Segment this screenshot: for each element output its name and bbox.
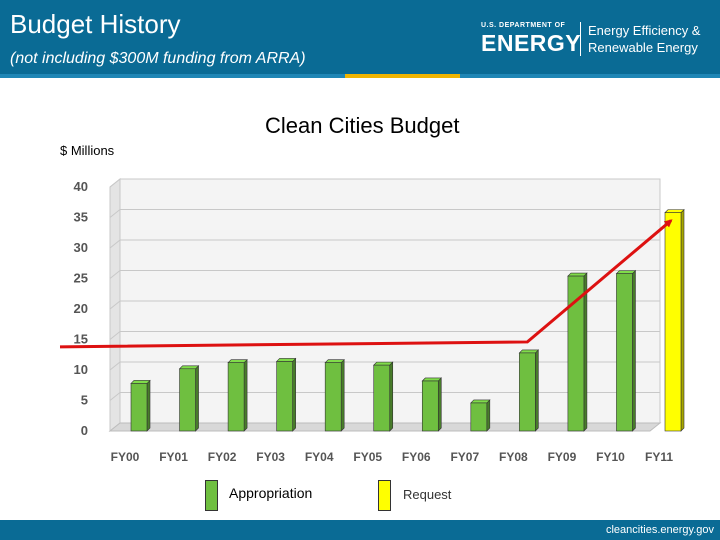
logo-office-line2: Renewable Energy <box>588 40 698 55</box>
chart-title: Clean Cities Budget <box>265 113 460 138</box>
bar-top <box>518 349 540 354</box>
legend-swatch-request <box>378 480 391 511</box>
bar-fy05 <box>373 364 391 432</box>
bar-fy02 <box>227 362 245 432</box>
bar-side <box>535 349 539 432</box>
budget-chart: 0 5 10 15 20 25 30 35 40 FY00 FY01 FY02 FY03 FY04 FY05… <box>59 177 685 464</box>
bar-side <box>340 358 345 432</box>
x-tick-label: FY07 <box>450 450 479 464</box>
bar-side <box>583 272 588 432</box>
x-tick-label: FY05 <box>353 450 382 464</box>
slide-title: Budget History <box>10 9 181 39</box>
grid-line-side <box>109 331 121 340</box>
grid-line-side <box>109 361 121 371</box>
bar-top <box>227 359 248 363</box>
grid-line-side <box>109 239 121 249</box>
bar-fy04 <box>324 362 342 432</box>
y-axis-label: $ Millions <box>60 143 115 158</box>
bar-top <box>470 399 491 404</box>
bar-top <box>421 377 442 382</box>
bar-side <box>195 365 199 432</box>
grid-line-side <box>109 300 121 310</box>
bar-side <box>292 357 296 432</box>
y-tick-label: 25 <box>74 271 88 286</box>
footer-bar: cleancities.energy.gov <box>0 520 720 540</box>
bar-top <box>373 361 394 366</box>
x-tick-label: FY06 <box>402 450 431 464</box>
x-tick-label: FY11 <box>645 450 673 464</box>
x-tick-label: FY08 <box>499 450 528 464</box>
header-bar: Budget History (not including $300M fund… <box>0 0 720 74</box>
y-tick-label: 40 <box>74 179 88 194</box>
bar-top <box>615 270 637 274</box>
x-tick-label: FY02 <box>208 450 237 464</box>
slide-subtitle: (not including $300M funding from ARRA) <box>10 50 306 67</box>
bar-side <box>146 379 151 432</box>
y-tick-label: 0 <box>81 423 88 438</box>
bar-side <box>243 358 248 432</box>
x-tick-label: FY03 <box>256 450 285 464</box>
bar-fy07 <box>470 402 488 432</box>
bar-fy06 <box>421 380 439 432</box>
logo-divider <box>580 22 581 56</box>
grid-line-side <box>109 178 121 188</box>
bar-top <box>275 358 297 362</box>
grid-line-side <box>109 392 121 401</box>
legend-label-appropriation: Appropriation <box>229 485 313 501</box>
bar-side <box>437 377 442 432</box>
header-stripe <box>0 74 720 78</box>
logo-agency: ENERGY <box>481 30 582 56</box>
logo-office-line1: Energy Efficiency & <box>588 23 701 38</box>
bar-side <box>632 269 636 432</box>
x-tick-label: FY04 <box>305 450 334 464</box>
bar-side <box>389 361 394 432</box>
y-tick-label: 30 <box>74 240 88 255</box>
y-tick-label: 5 <box>81 393 88 408</box>
y-tick-label: 10 <box>74 362 88 377</box>
bar-top <box>178 365 200 370</box>
logo-department: U.S. DEPARTMENT OF <box>481 22 566 29</box>
bar-fy09 <box>567 275 585 432</box>
bar-fy11 <box>664 212 682 432</box>
x-tick-label: FY01 <box>159 450 188 464</box>
y-tick-label: 35 <box>74 210 88 225</box>
bar-fy08 <box>519 352 536 432</box>
bar-top <box>130 380 151 384</box>
x-tick-label: FY00 <box>111 450 140 464</box>
legend-label-request: Request <box>403 487 452 502</box>
grid-line-side <box>109 270 121 279</box>
legend-swatch-appropriation <box>205 480 218 511</box>
bar-fy01 <box>179 368 196 432</box>
bar-side <box>680 208 685 432</box>
grid-line-side <box>109 209 121 218</box>
bar-top <box>567 272 588 277</box>
header-accent <box>345 74 460 78</box>
bar-fy10 <box>616 273 633 432</box>
x-tick-label: FY10 <box>596 450 625 464</box>
footer-url: cleancities.energy.gov <box>605 524 714 536</box>
y-tick-label: 15 <box>74 332 88 347</box>
bar-fy00 <box>130 383 148 432</box>
bar-top <box>324 359 345 363</box>
y-tick-label: 20 <box>74 301 88 316</box>
bar-side <box>486 399 491 432</box>
x-tick-label: FY09 <box>548 450 577 464</box>
trend-arrow <box>59 219 673 349</box>
bar-fy03 <box>276 361 293 432</box>
bar-top <box>664 209 685 213</box>
